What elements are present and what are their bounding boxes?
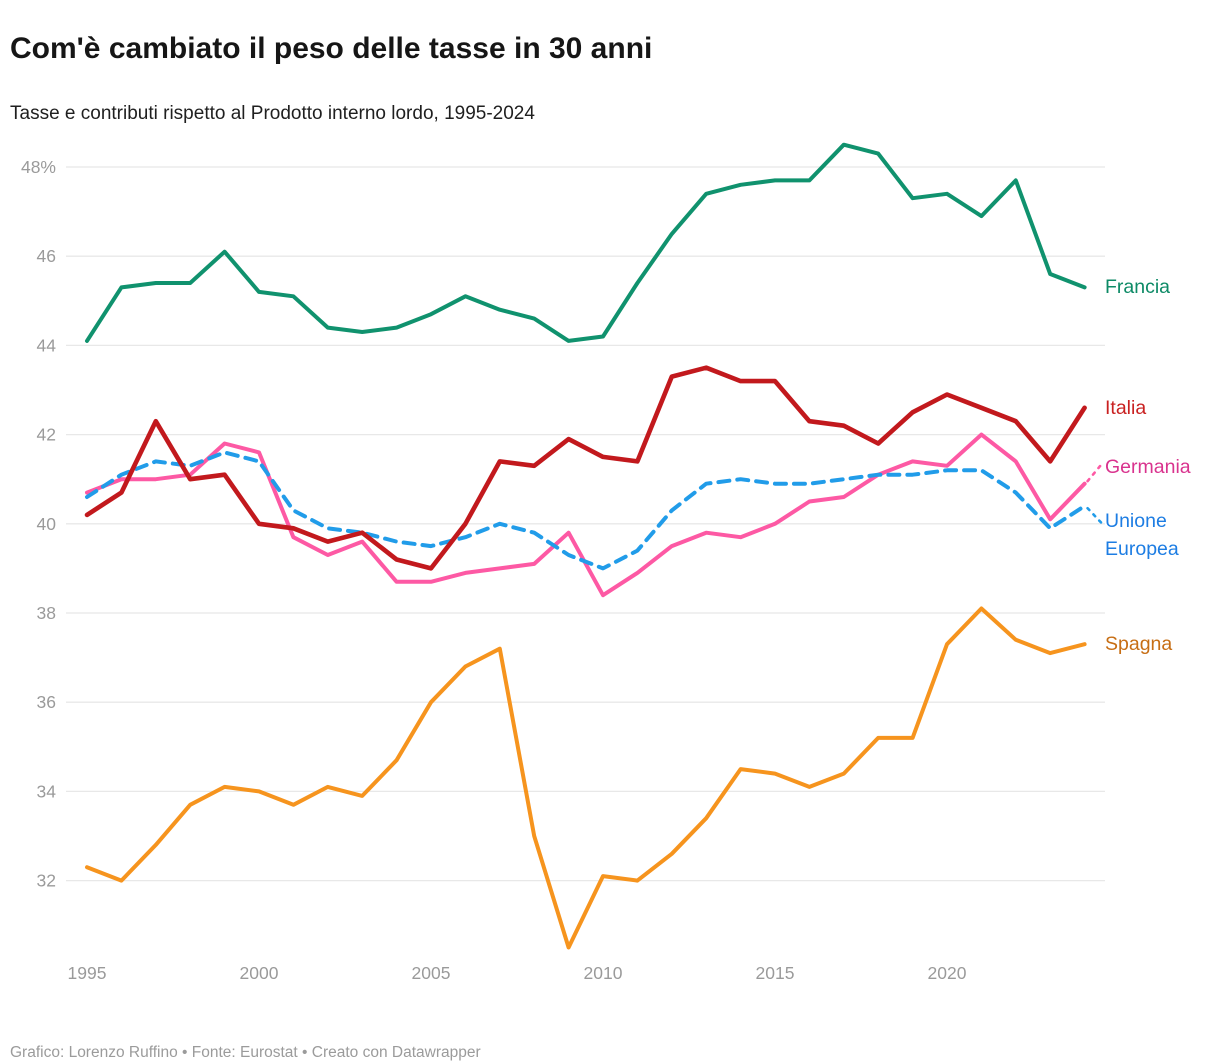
- series-line-germania[interactable]: [85, 432, 1087, 598]
- chart-title: Com'è cambiato il peso delle tasse in 30…: [10, 32, 653, 66]
- x-tick-label-2010: 2010: [584, 963, 623, 983]
- label-connector-germania: [1086, 463, 1103, 483]
- series-label-francia[interactable]: Francia: [1105, 276, 1171, 299]
- x-tick-label-2000: 2000: [240, 963, 279, 983]
- y-tick-label-40: 40: [37, 514, 57, 534]
- y-tick-label-48: 48%: [21, 157, 56, 177]
- series-label-unione-europea[interactable]: Unione Europea: [1105, 509, 1179, 561]
- y-tick-label-36: 36: [37, 692, 56, 712]
- series-label-italia[interactable]: Italia: [1105, 396, 1147, 419]
- y-tick-label-46: 46: [37, 246, 56, 266]
- series-line-spagna[interactable]: [85, 606, 1087, 950]
- y-tick-label-38: 38: [37, 603, 56, 623]
- x-tick-label-2015: 2015: [756, 963, 795, 983]
- label-connector-unione-europea: [1086, 506, 1103, 524]
- chart-credit: Grafico: Lorenzo Ruffino • Fonte: Eurost…: [10, 1043, 481, 1061]
- series-label-germania[interactable]: Germania: [1105, 455, 1191, 478]
- x-tick-label-1995: 1995: [68, 963, 107, 983]
- x-tick-label-2005: 2005: [412, 963, 451, 983]
- chart-subtitle: Tasse e contributi rispetto al Prodotto …: [10, 103, 535, 124]
- chart-plot-area[interactable]: 48% 46 44 42 40 38 36 34 32 1995 2000 2005 2010 2015 2…: [0, 0, 1220, 1010]
- y-tick-label-42: 42: [37, 425, 56, 445]
- x-tick-label-2020: 2020: [928, 963, 967, 983]
- y-tick-label-34: 34: [37, 781, 57, 801]
- series-line-italia[interactable]: [84, 365, 1087, 571]
- y-tick-label-32: 32: [37, 871, 56, 891]
- series-line-francia[interactable]: [85, 142, 1087, 343]
- series-label-spagna[interactable]: Spagna: [1105, 633, 1173, 656]
- series-line-unione-europea[interactable]: [85, 450, 1087, 571]
- y-tick-label-44: 44: [37, 335, 57, 355]
